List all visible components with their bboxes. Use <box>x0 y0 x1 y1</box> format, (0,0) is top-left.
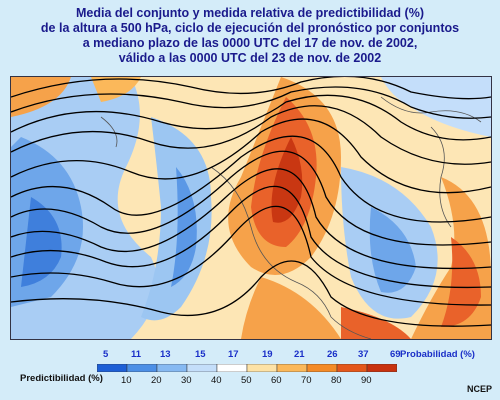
title-line-1: Media del conjunto y medida relativa de … <box>76 6 424 20</box>
title-line-4: válido a las 0000 UTC del 23 de nov. de … <box>118 51 382 65</box>
probability-value: 17 <box>228 349 239 360</box>
predictability-value: 60 <box>271 375 282 386</box>
title-line-3: a mediano plazo de las 0000 UTC del 17 d… <box>82 36 418 50</box>
probability-value: 5 <box>103 349 109 360</box>
probability-value: 26 <box>327 349 338 360</box>
probability-label: Probabilidad (%) <box>400 349 475 360</box>
color-swatch <box>126 364 158 372</box>
credit-ncep: NCEP <box>466 384 492 394</box>
weather-map <box>10 76 492 340</box>
color-swatch <box>276 364 308 372</box>
predictability-value: 50 <box>241 375 252 386</box>
predictability-value: 40 <box>211 375 222 386</box>
predictability-value: 90 <box>361 375 372 386</box>
probability-value: 69 <box>390 349 401 360</box>
probability-value: 15 <box>195 349 206 360</box>
predictability-value: 80 <box>331 375 342 386</box>
predictability-value: 30 <box>181 375 192 386</box>
map-canvas <box>11 77 491 339</box>
color-swatch <box>216 364 248 372</box>
color-swatch <box>336 364 368 372</box>
probability-value: 13 <box>160 349 171 360</box>
color-swatch <box>186 364 218 372</box>
predictability-value: 10 <box>121 375 132 386</box>
color-swatch <box>156 364 188 372</box>
color-swatch <box>366 364 397 372</box>
probability-value: 37 <box>358 349 369 360</box>
color-swatch <box>97 364 128 372</box>
color-bar <box>97 364 397 372</box>
probability-value: 21 <box>294 349 305 360</box>
probability-value: 11 <box>131 349 142 360</box>
probability-value: 19 <box>262 349 273 360</box>
color-legend: 5 11 13 15 17 19 21 26 37 69 Probabilidad (%) Pre… <box>0 343 500 400</box>
predictability-value: 20 <box>151 375 162 386</box>
map-title: Media del conjunto y medida relativa de … <box>0 6 500 66</box>
color-swatch <box>306 364 338 372</box>
predictability-value: 70 <box>301 375 312 386</box>
title-line-2: de la altura a 500 hPa, ciclo de ejecuci… <box>40 21 460 35</box>
color-swatch <box>246 364 278 372</box>
predictability-label: Predictibilidad (%) <box>20 373 103 384</box>
